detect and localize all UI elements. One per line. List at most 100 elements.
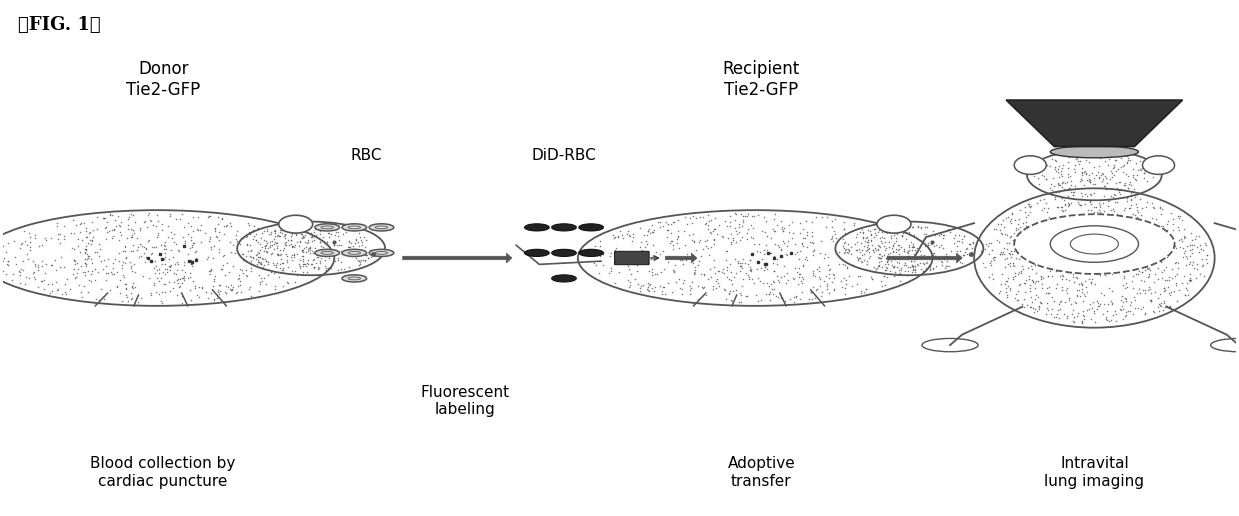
Point	[1110, 185, 1130, 193]
Point	[103, 226, 123, 234]
Point	[149, 268, 169, 277]
Point	[701, 216, 721, 224]
Point	[753, 279, 773, 287]
Point	[359, 246, 379, 254]
Point	[74, 248, 94, 256]
Point	[1052, 220, 1072, 228]
Ellipse shape	[369, 249, 394, 256]
Point	[1066, 297, 1085, 305]
Point	[847, 272, 867, 280]
Point	[1026, 291, 1046, 299]
Point	[1057, 228, 1077, 236]
Point	[1145, 288, 1165, 296]
Point	[273, 246, 292, 254]
Point	[807, 285, 826, 294]
Point	[27, 263, 47, 271]
Point	[1141, 297, 1161, 305]
Point	[1146, 215, 1166, 223]
Point	[284, 253, 304, 261]
Point	[1020, 303, 1040, 312]
Point	[116, 280, 136, 288]
Point	[252, 260, 271, 268]
Point	[756, 217, 776, 225]
Point	[307, 252, 327, 261]
Point	[1049, 192, 1069, 200]
Point	[1094, 192, 1114, 201]
Point	[767, 271, 787, 280]
Point	[208, 228, 228, 236]
Point	[346, 254, 366, 263]
Point	[1040, 162, 1059, 170]
Point	[1124, 227, 1144, 235]
Point	[887, 245, 907, 253]
Point	[1010, 244, 1030, 252]
Point	[1066, 240, 1085, 248]
Point	[306, 259, 326, 267]
Point	[265, 285, 285, 293]
Point	[627, 261, 647, 269]
Point	[1047, 280, 1067, 288]
Point	[831, 277, 851, 285]
Point	[789, 264, 809, 272]
Point	[338, 263, 358, 271]
Point	[1101, 299, 1121, 308]
Point	[1147, 224, 1167, 233]
Point	[1077, 288, 1097, 297]
Point	[250, 280, 270, 288]
Point	[1110, 265, 1130, 273]
Point	[939, 253, 959, 262]
Point	[895, 261, 914, 269]
Point	[629, 243, 649, 251]
Point	[67, 221, 87, 229]
Point	[1145, 225, 1165, 234]
Point	[1118, 184, 1137, 192]
Point	[76, 271, 95, 279]
Point	[1083, 238, 1103, 246]
Point	[1069, 200, 1089, 208]
Point	[631, 224, 650, 233]
Point	[271, 226, 291, 234]
Point	[1124, 284, 1144, 293]
Point	[984, 224, 1004, 233]
Point	[658, 233, 678, 241]
Point	[992, 216, 1012, 224]
Point	[743, 279, 763, 287]
Point	[783, 234, 803, 242]
Point	[269, 273, 289, 282]
Point	[1040, 236, 1059, 245]
Point	[897, 271, 917, 279]
Point	[788, 248, 808, 256]
Point	[924, 249, 944, 257]
Point	[737, 271, 757, 280]
Point	[1044, 265, 1064, 273]
Point	[103, 232, 123, 240]
Point	[1042, 185, 1062, 194]
Point	[1197, 251, 1217, 260]
Point	[291, 247, 311, 255]
Point	[1070, 238, 1090, 246]
Point	[881, 267, 901, 276]
Point	[793, 224, 813, 233]
Point	[731, 222, 751, 230]
Point	[1125, 175, 1145, 183]
Point	[923, 251, 943, 259]
Point	[627, 267, 647, 275]
Point	[883, 240, 903, 249]
Point	[1025, 295, 1044, 303]
Point	[1011, 269, 1031, 277]
Point	[336, 228, 356, 236]
Point	[1069, 233, 1089, 241]
Point	[1073, 311, 1093, 319]
Point	[123, 283, 142, 292]
Point	[707, 230, 727, 238]
Point	[803, 283, 823, 291]
Point	[66, 260, 85, 268]
Point	[1084, 217, 1104, 225]
Point	[1027, 218, 1047, 226]
Point	[97, 276, 116, 284]
Point	[847, 238, 867, 246]
Point	[1097, 179, 1116, 187]
Point	[823, 223, 843, 231]
Point	[911, 224, 930, 232]
Point	[87, 295, 107, 303]
